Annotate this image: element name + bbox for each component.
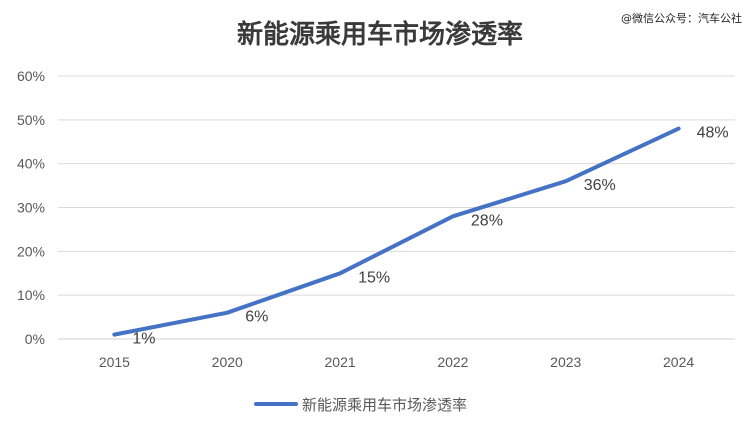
x-tick-label: 2024 bbox=[663, 354, 694, 370]
y-tick-label: 50% bbox=[17, 112, 45, 128]
data-label: 15% bbox=[358, 269, 390, 286]
chart-title: 新能源乘用车市场渗透率 bbox=[237, 19, 523, 50]
watermark-text: @微信公众号：汽车公社 bbox=[621, 11, 742, 25]
data-label: 6% bbox=[245, 309, 268, 326]
y-tick-label: 30% bbox=[17, 200, 45, 216]
x-tick-label: 2020 bbox=[212, 354, 243, 370]
data-label: 1% bbox=[132, 331, 155, 348]
y-tick-label: 40% bbox=[17, 156, 45, 172]
x-tick-label: 2015 bbox=[99, 354, 130, 370]
data-labels: 1% 6% 15% 28% 36% 48% bbox=[132, 125, 728, 348]
y-axis-ticks: 0% 10% 20% 30% 40% 50% 60% bbox=[17, 68, 45, 347]
y-tick-label: 60% bbox=[17, 68, 45, 84]
data-label: 36% bbox=[584, 177, 616, 194]
y-tick-label: 0% bbox=[25, 331, 45, 347]
data-label: 48% bbox=[697, 125, 729, 142]
legend-label: 新能源乘用车市场渗透率 bbox=[302, 396, 467, 414]
x-tick-label: 2022 bbox=[437, 354, 468, 370]
x-axis-ticks: 2015 2020 2021 2022 2023 2024 bbox=[99, 354, 695, 370]
y-tick-label: 20% bbox=[17, 243, 45, 259]
y-tick-label: 10% bbox=[17, 287, 45, 303]
data-label: 28% bbox=[471, 212, 503, 229]
x-tick-label: 2021 bbox=[325, 354, 356, 370]
legend[interactable]: 新能源乘用车市场渗透率 bbox=[254, 396, 467, 414]
gridlines bbox=[58, 75, 735, 340]
x-tick-label: 2023 bbox=[550, 354, 581, 370]
series-layer bbox=[112, 126, 681, 337]
series-line[interactable] bbox=[112, 126, 681, 337]
